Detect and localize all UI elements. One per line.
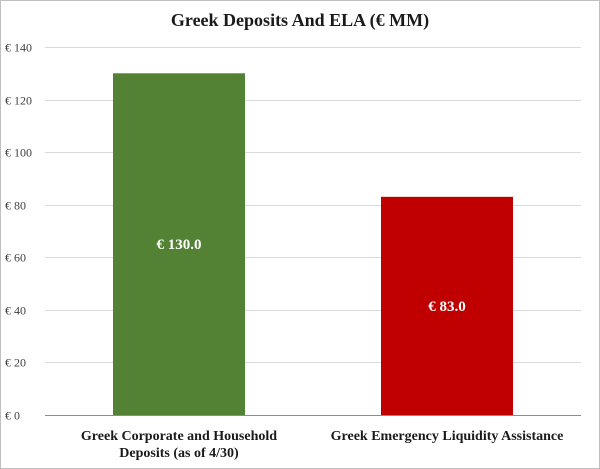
- category-label: Greek Corporate and Household: [81, 429, 277, 444]
- chart-title: Greek Deposits And ELA (€ MM): [171, 10, 429, 31]
- y-tick-label: € 40: [5, 304, 26, 318]
- x-axis-categories: Greek Corporate and Household Deposits (a…: [81, 429, 563, 461]
- category-label: Greek Emergency Liquidity Assistance: [331, 429, 564, 444]
- y-axis: € 0 € 20 € 40 € 60 € 80 € 100 € 120 € 140: [5, 41, 581, 423]
- y-tick-label: € 120: [5, 94, 32, 108]
- bar-2: [381, 196, 513, 415]
- data-labels: € 130.0 € 83.0: [157, 237, 466, 315]
- y-tick-label: € 80: [5, 199, 26, 213]
- bar-value-label: € 130.0: [157, 237, 202, 253]
- bar-value-label: € 83.0: [428, 299, 466, 315]
- y-tick-label: € 140: [5, 41, 32, 55]
- category-label: Deposits (as of 4/30): [119, 446, 239, 461]
- y-tick-label: € 60: [5, 251, 26, 265]
- y-tick-label: € 100: [5, 146, 32, 160]
- y-tick-label: € 20: [5, 356, 26, 370]
- bars: [113, 73, 513, 416]
- bar-1: [113, 73, 245, 416]
- y-tick-label: € 0: [5, 409, 20, 423]
